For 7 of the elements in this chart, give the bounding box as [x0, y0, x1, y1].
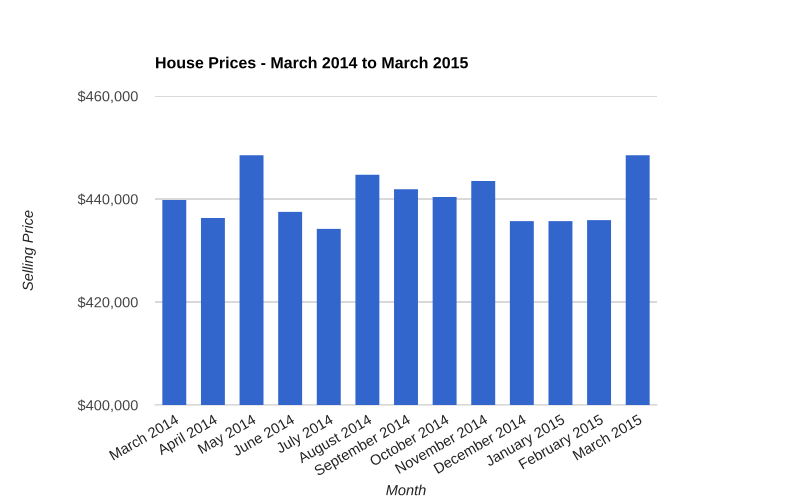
chart-title: House Prices - March 2014 to March 2015: [156, 56, 468, 68]
y-tick-label: $460,000: [78, 90, 138, 104]
y-tick-label: $420,000: [78, 296, 138, 310]
y-tick-label: $400,000: [78, 399, 138, 412]
x-axis-title: Month: [386, 484, 426, 496]
y-axis-title: Selling Price: [22, 210, 36, 291]
y-tick-label: $440,000: [78, 193, 138, 206]
